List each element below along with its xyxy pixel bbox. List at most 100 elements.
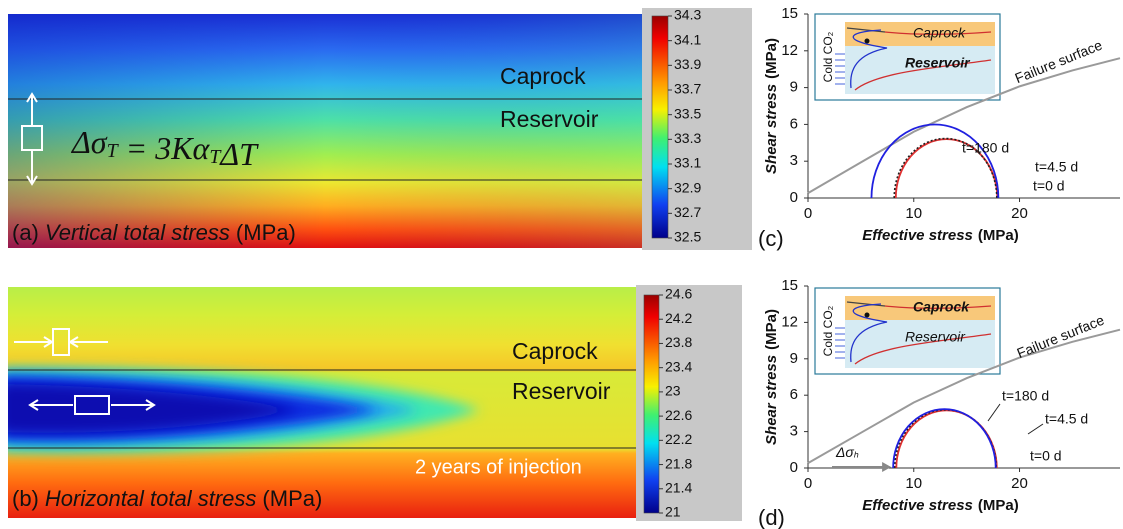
inset-curve xyxy=(854,305,992,365)
colorbar-tick-label: 24.2 xyxy=(665,310,692,326)
leader-line xyxy=(1027,423,1044,435)
subscript: T xyxy=(209,145,222,167)
inset-label: Caprock xyxy=(913,25,966,41)
y-tick-label: 9 xyxy=(790,350,798,367)
panel-letter: (d) xyxy=(758,505,785,529)
inset-point xyxy=(864,312,870,318)
inset-curve xyxy=(846,27,886,33)
axis-label-name: Effective stress xyxy=(862,497,973,514)
circle-label: t=180 d xyxy=(962,140,1009,156)
colorbar-tick-label: 33.1 xyxy=(674,155,701,171)
text-part: ΔT xyxy=(218,136,259,172)
colorbar-tick-label: 32.9 xyxy=(674,179,701,195)
circle-label: t=0 d xyxy=(1030,448,1062,464)
circle-label: t=180 d xyxy=(1002,388,1049,404)
circle-label: t=0 d xyxy=(1033,178,1065,194)
x-tick-label: 10 xyxy=(905,475,922,492)
stress-element xyxy=(14,328,156,415)
contour-shading xyxy=(8,14,642,248)
colorbar-tick-label: 34.1 xyxy=(674,31,701,47)
axis-label-name: Shear stress xyxy=(763,355,780,445)
panel-letter: (a) xyxy=(12,220,39,245)
failure-surface-label: Failure surface xyxy=(1013,37,1105,87)
inset-curve xyxy=(846,301,886,307)
failure-surface xyxy=(807,57,1121,194)
colorbar xyxy=(651,15,669,239)
y-tick-label: 0 xyxy=(790,459,798,476)
x-axis-label: Effective stress (MPa) xyxy=(862,497,1018,514)
layer-label: Caprock xyxy=(512,338,598,364)
y-tick-label: 6 xyxy=(790,386,798,403)
equation: ΔσT = 3KαTΔT xyxy=(70,124,259,172)
colorbar-tick-label: 33.7 xyxy=(674,81,701,97)
x-tick-label: 0 xyxy=(804,475,812,492)
colorbar-tick-label: 32.5 xyxy=(674,229,701,245)
arrow-label: Δσh xyxy=(835,444,859,460)
mohr-circle xyxy=(895,409,998,469)
colorbar-tick-label: 33.5 xyxy=(674,105,701,121)
inset-curve xyxy=(850,29,888,89)
text-part: Δσ xyxy=(835,444,854,460)
circle-label: t=4.5 d xyxy=(1045,411,1088,427)
inset-label: Caprock xyxy=(913,299,970,315)
panel-letter: (c) xyxy=(758,226,784,251)
colorbar-tick-label: 33.9 xyxy=(674,56,701,72)
text-part: Δσ xyxy=(70,124,108,160)
failure-surface xyxy=(807,328,1121,465)
y-axis-label: Shear stress (MPa) xyxy=(763,309,780,445)
colorbar-tick-label: 23.8 xyxy=(665,334,692,350)
axis-label-name: Effective stress xyxy=(862,227,973,244)
colorbar-tick-label: 24.6 xyxy=(665,286,692,302)
inset-label: Cold CO₂ xyxy=(821,305,835,356)
mohr-circle xyxy=(892,408,997,469)
colorbar-tick-label: 23.4 xyxy=(665,358,692,374)
layer-label: Reservoir xyxy=(500,106,599,132)
y-tick-label: 9 xyxy=(790,79,798,96)
colorbar-tick-label: 22.2 xyxy=(665,431,692,447)
y-tick-label: 12 xyxy=(781,313,798,330)
colorbar-tick-label: 21.8 xyxy=(665,455,692,471)
colorbar-tick-label: 34.3 xyxy=(674,7,701,23)
axis-label-unit: (MPa) xyxy=(978,227,1019,244)
panel-letter: (b) xyxy=(12,486,39,511)
colorbar-tick-label: 22.6 xyxy=(665,407,692,423)
colorbar-tick-label: 32.7 xyxy=(674,204,701,220)
mohr-circle xyxy=(894,138,999,199)
x-tick-label: 10 xyxy=(905,205,922,222)
axis-label-name: Shear stress xyxy=(763,84,780,174)
panel-caption: (a) Vertical total stress (MPa) xyxy=(12,220,296,245)
caption-unit: (MPa) xyxy=(262,486,322,511)
layer-label: Caprock xyxy=(500,63,586,89)
inset-label: Cold CO₂ xyxy=(821,31,835,82)
axis-label-unit: (MPa) xyxy=(763,38,780,79)
x-tick-label: 20 xyxy=(1011,475,1028,492)
x-tick-label: 0 xyxy=(804,205,812,222)
subscript: T xyxy=(107,139,120,161)
y-tick-label: 0 xyxy=(790,189,798,206)
y-tick-label: 15 xyxy=(781,277,798,294)
mohr-circle xyxy=(893,409,998,469)
leader-line xyxy=(987,403,1001,422)
inset-point xyxy=(864,38,870,44)
inset-label: Reservoir xyxy=(905,329,966,345)
inset-label: Reservoir xyxy=(905,55,971,71)
y-axis-label: Shear stress (MPa) xyxy=(763,38,780,174)
caption-unit: (MPa) xyxy=(236,220,296,245)
y-tick-label: 3 xyxy=(790,152,798,169)
layer-label: Reservoir xyxy=(512,378,611,404)
mohr-circle xyxy=(870,123,1000,199)
circle-label: t=4.5 d xyxy=(1035,159,1078,175)
x-axis-label: Effective stress (MPa) xyxy=(862,227,1018,244)
colorbar-tick-label: 21.4 xyxy=(665,479,692,495)
inset-curve xyxy=(850,303,888,363)
axis-label-unit: (MPa) xyxy=(978,497,1019,514)
axis-label-unit: (MPa) xyxy=(763,309,780,350)
arrow-head xyxy=(882,462,892,472)
inset-curve xyxy=(854,31,992,91)
text-part: = 3Kα xyxy=(118,130,211,166)
y-tick-label: 12 xyxy=(781,42,798,59)
subscript: h xyxy=(854,450,859,460)
colorbar xyxy=(643,294,660,514)
annotation: 2 years of injection xyxy=(415,456,582,478)
